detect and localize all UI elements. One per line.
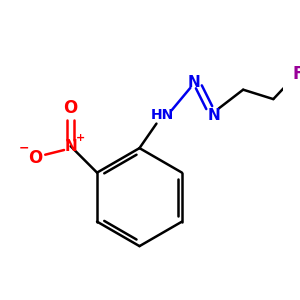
Text: −: − — [18, 142, 29, 154]
Text: N: N — [188, 75, 200, 90]
Text: O: O — [64, 99, 78, 117]
Text: F: F — [292, 65, 300, 83]
Text: +: + — [76, 133, 85, 143]
Text: HN: HN — [151, 108, 174, 122]
Text: N: N — [64, 139, 77, 154]
Text: O: O — [28, 148, 42, 166]
Text: N: N — [208, 108, 220, 123]
